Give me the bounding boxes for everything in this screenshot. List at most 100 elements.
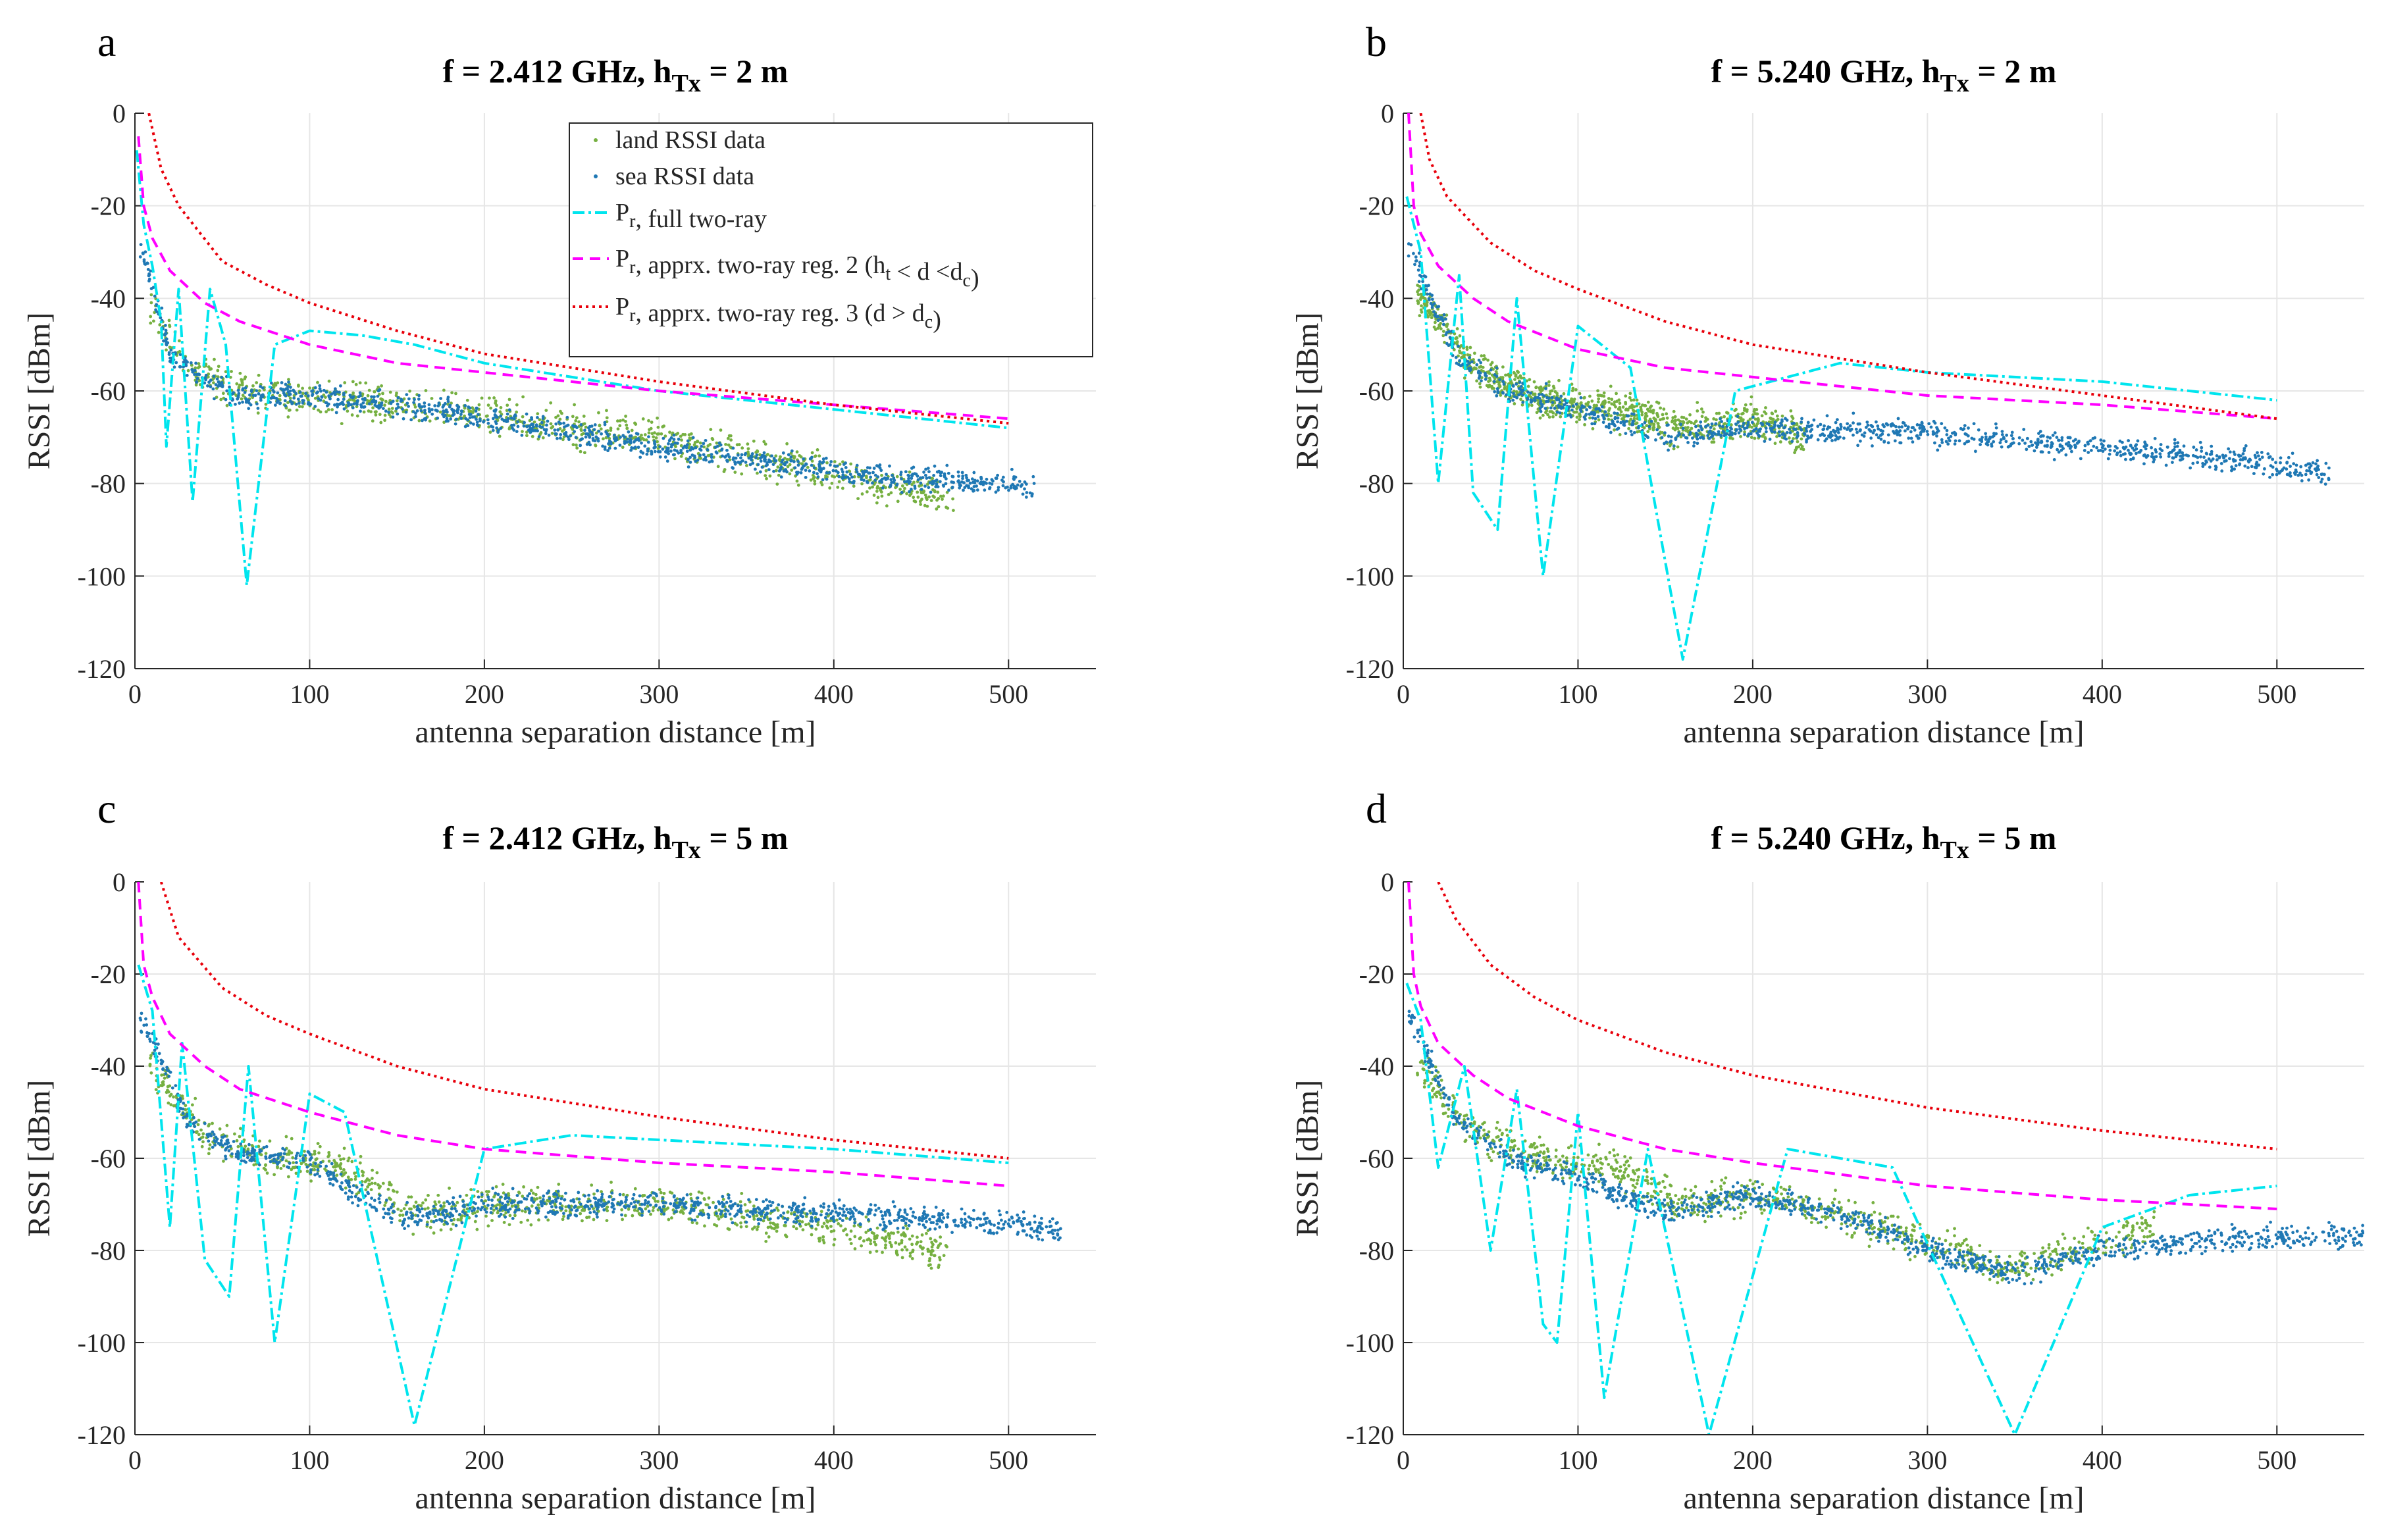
land-rssi-point (359, 1154, 363, 1158)
sea-rssi-point (675, 442, 679, 445)
sea-rssi-point (2319, 473, 2323, 476)
sea-rssi-point (2253, 465, 2257, 469)
land-rssi-point (624, 415, 627, 418)
land-rssi-point (916, 490, 920, 494)
sea-rssi-point (1810, 423, 1814, 427)
sea-rssi-point (1414, 259, 1418, 263)
land-rssi-point (878, 487, 882, 491)
land-rssi-point (829, 1229, 833, 1233)
land-rssi-point (813, 482, 817, 486)
sea-rssi-point (2152, 457, 2156, 461)
sea-rssi-point (727, 455, 731, 459)
land-rssi-point (829, 1225, 833, 1228)
sea-rssi-point (744, 461, 748, 464)
sea-rssi-point (1014, 486, 1018, 490)
sea-rssi-point (1021, 492, 1025, 496)
sea-rssi-point (588, 428, 591, 432)
sea-rssi-point (2269, 464, 2273, 468)
land-rssi-point (383, 403, 386, 407)
sea-rssi-point (935, 484, 939, 488)
sea-rssi-point (2086, 451, 2090, 454)
land-rssi-point (1468, 346, 1472, 349)
sea-rssi-point (978, 481, 982, 485)
sea-rssi-point (927, 470, 931, 474)
sea-rssi-point (972, 471, 976, 475)
sea-rssi-point (340, 400, 344, 404)
land-rssi-point (1416, 300, 1420, 304)
land-rssi-point (376, 385, 380, 389)
sea-rssi-point (2124, 445, 2128, 449)
sea-rssi-point (1921, 428, 1925, 432)
sea-rssi-point (706, 448, 710, 451)
sea-rssi-point (1632, 413, 1636, 416)
sea-rssi-point (495, 426, 499, 430)
land-rssi-point (371, 1177, 374, 1180)
sea-rssi-point (816, 475, 820, 479)
sea-rssi-point (1711, 431, 1715, 434)
sea-rssi-point (691, 436, 695, 440)
sea-rssi-point (669, 449, 673, 453)
land-rssi-point (767, 1235, 771, 1239)
sea-rssi-point (672, 438, 676, 442)
land-rssi-point (224, 370, 228, 374)
y-tick-label: -20 (91, 960, 126, 989)
land-rssi-point (380, 398, 384, 401)
land-rssi-point (656, 416, 660, 420)
land-rssi-point (257, 389, 261, 393)
sea-rssi-point (1886, 423, 1890, 426)
sea-rssi-point (1961, 428, 1965, 432)
sea-rssi-point (453, 422, 457, 426)
land-rssi-point (902, 1233, 906, 1237)
sea-rssi-point (2198, 440, 2202, 444)
sea-rssi-point (2233, 453, 2237, 456)
sea-rssi-point (869, 475, 873, 479)
sea-rssi-point (673, 453, 676, 457)
land-rssi-point (1554, 413, 1558, 417)
land-rssi-point (597, 411, 600, 415)
sea-rssi-point (2319, 480, 2323, 484)
sea-rssi-point (910, 476, 914, 480)
sea-rssi-point (2051, 434, 2055, 437)
sea-rssi-point (2000, 430, 2004, 434)
land-rssi-point (679, 455, 683, 458)
land-rssi-point (914, 500, 918, 503)
land-rssi-point (753, 1225, 756, 1229)
y-tick-label: -100 (1346, 561, 1394, 591)
land-rssi-point (1789, 409, 1793, 413)
sea-rssi-point (389, 401, 393, 405)
sea-rssi-point (1904, 429, 1907, 433)
sea-rssi-point (593, 423, 597, 426)
land-rssi-point (166, 1085, 170, 1089)
land-rssi-point (544, 409, 548, 413)
sea-rssi-point (613, 446, 617, 450)
land-rssi-point (1499, 394, 1503, 397)
sea-rssi-point (603, 423, 607, 426)
sea-rssi-point (770, 454, 773, 458)
sea-rssi-point (1927, 422, 1931, 426)
sea-rssi-point (1538, 393, 1542, 396)
sea-rssi-point (1911, 440, 1915, 444)
sea-rssi-point (1615, 411, 1619, 415)
sea-rssi-point (1619, 421, 1623, 424)
land-rssi-point (432, 1231, 436, 1235)
land-rssi-point (860, 1244, 864, 1248)
sea-rssi-point (2279, 469, 2283, 473)
sea-rssi-point (1757, 433, 1761, 437)
y-tick-label: -80 (1359, 469, 1394, 499)
sea-rssi-point (407, 404, 410, 408)
sea-rssi-point (296, 398, 300, 401)
land-rssi-point (1570, 389, 1574, 392)
land-rssi-point (733, 471, 737, 474)
sea-rssi-point (1891, 423, 1895, 427)
sea-rssi-point (1018, 480, 1022, 483)
land-rssi-point (409, 1207, 413, 1211)
sea-rssi-point (1869, 436, 1873, 440)
sea-rssi-point (1419, 287, 1423, 291)
sea-rssi-point (1414, 255, 1418, 259)
sea-rssi-point (1852, 421, 1855, 425)
land-rssi-point (810, 459, 814, 463)
land-rssi-point (887, 1237, 891, 1241)
sea-rssi-point (459, 413, 463, 416)
sea-rssi-point (1470, 360, 1474, 364)
land-rssi-point (427, 1194, 430, 1197)
